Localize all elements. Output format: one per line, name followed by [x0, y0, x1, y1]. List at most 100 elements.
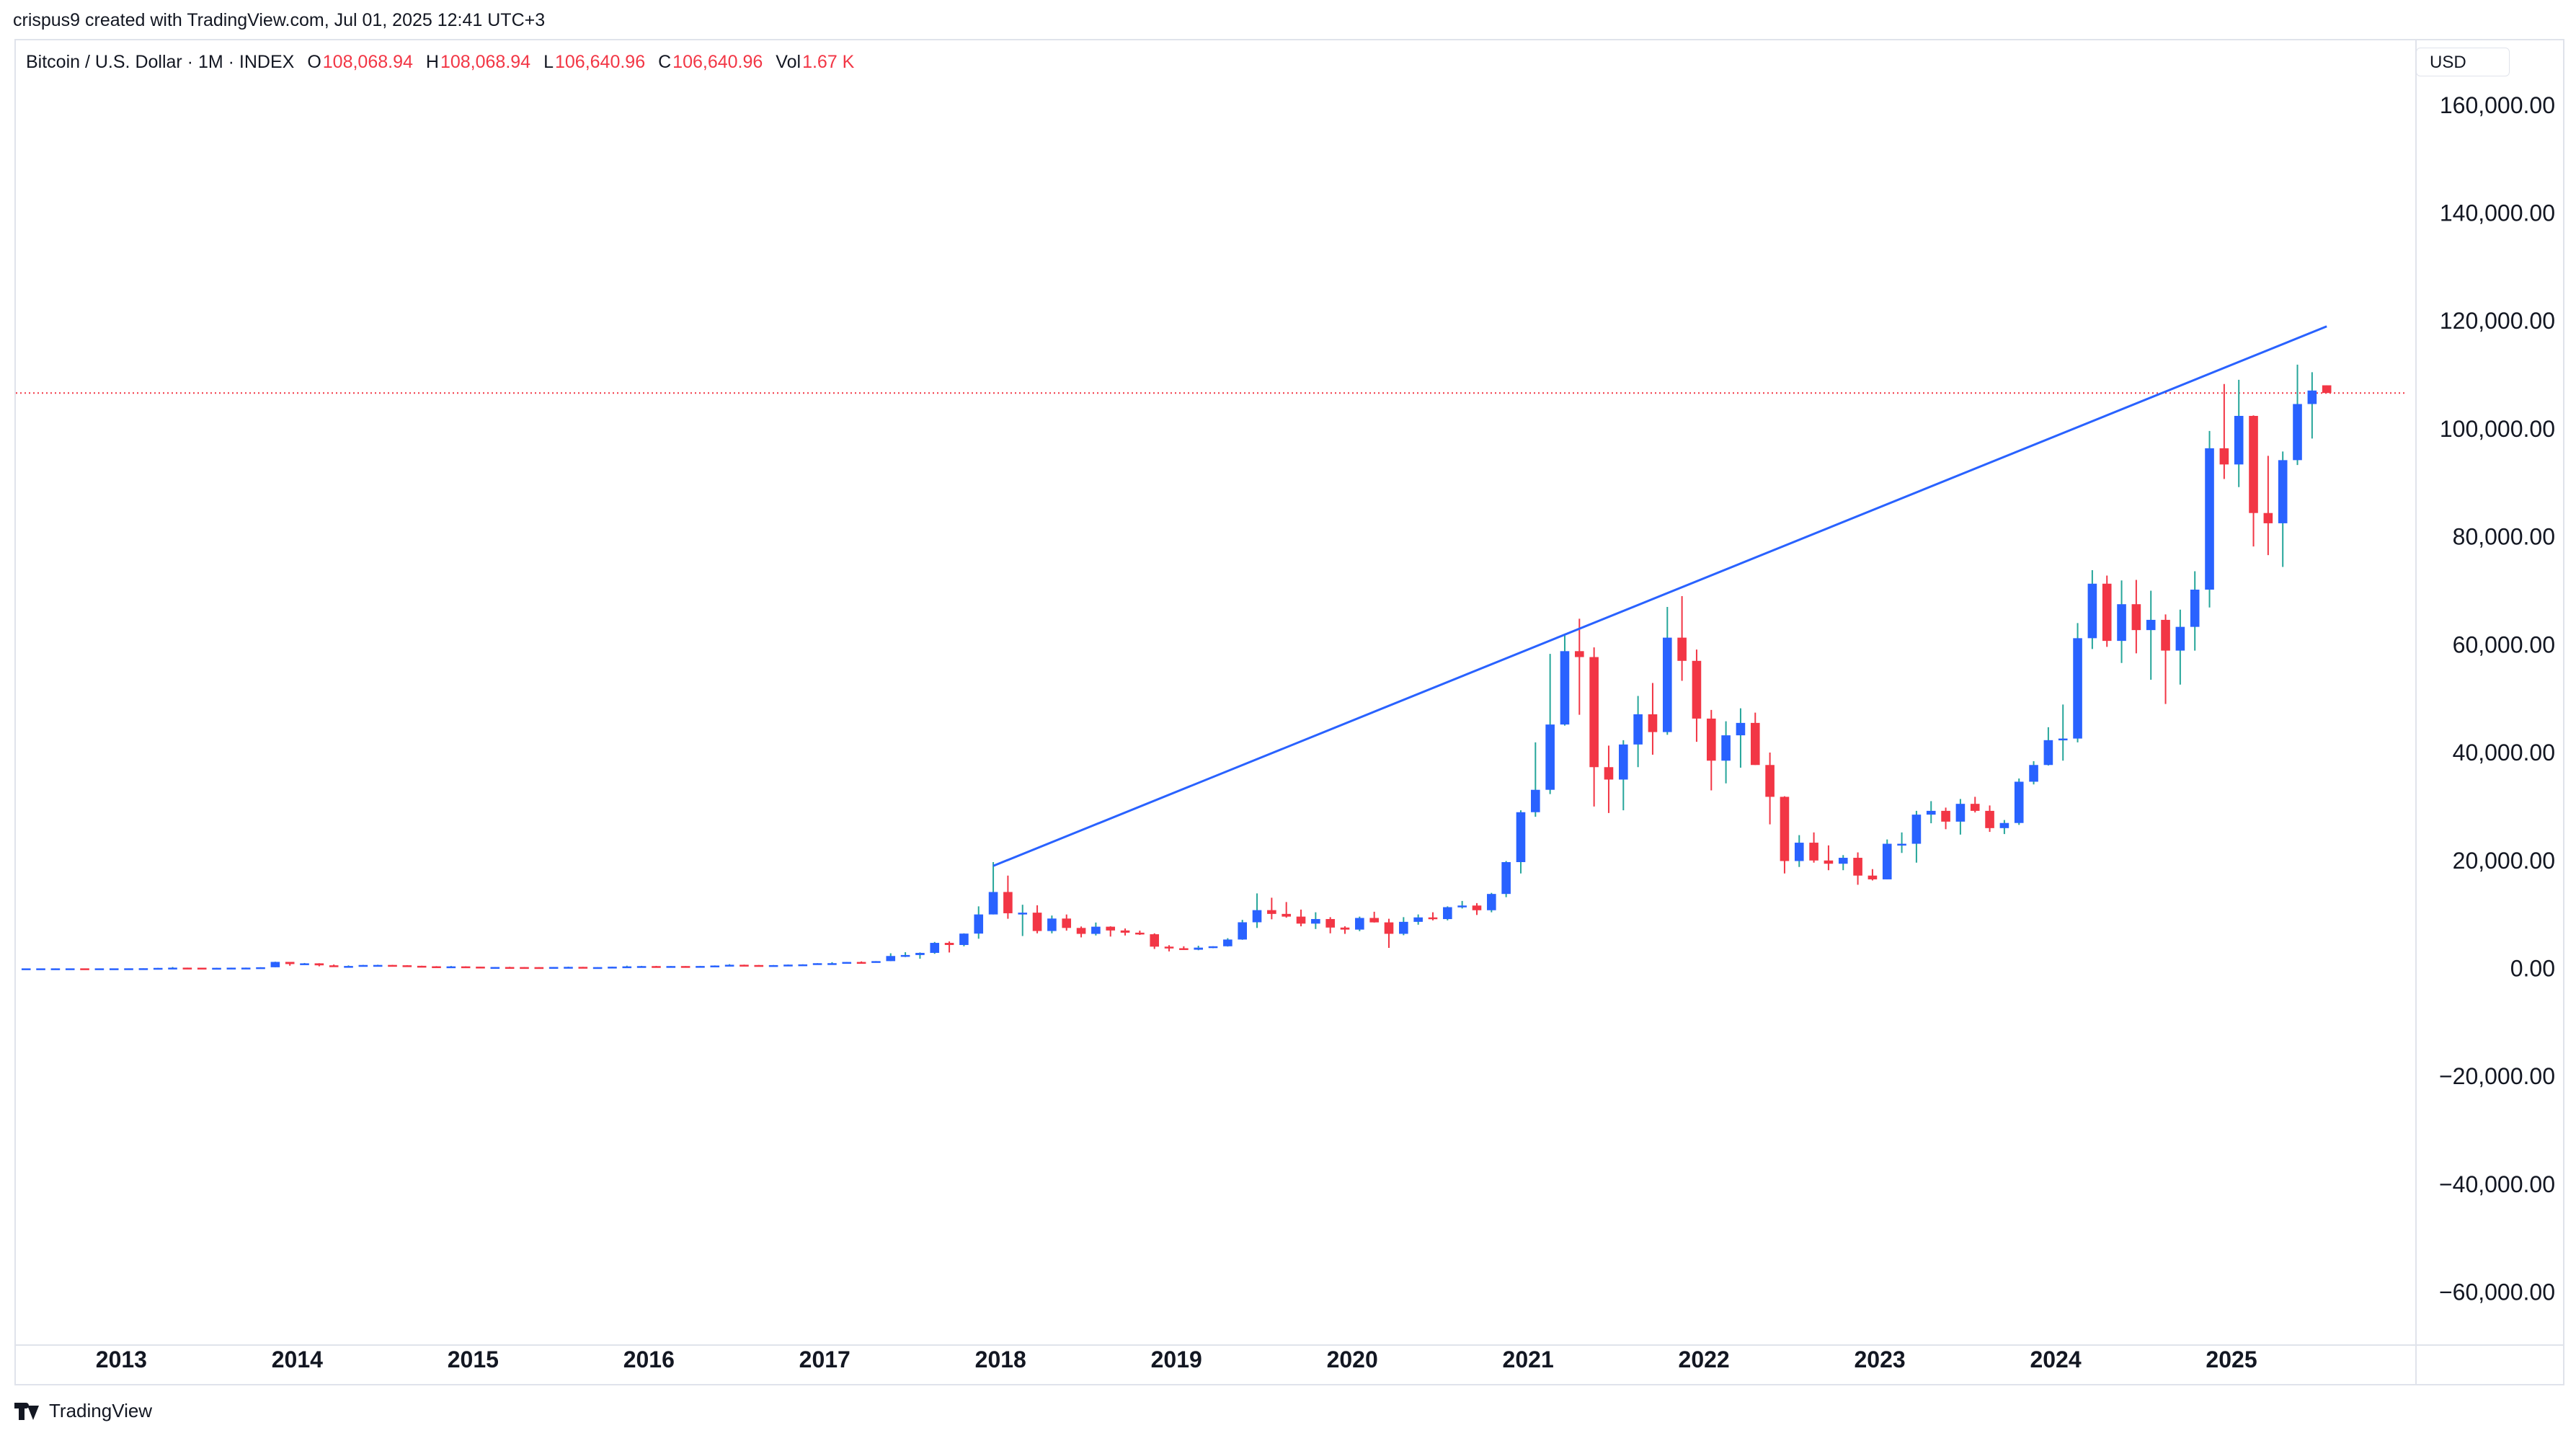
x-tick-label: 2018	[975, 1347, 1026, 1372]
candle-body	[930, 943, 940, 953]
candle-body	[564, 967, 573, 969]
candle-body	[1252, 910, 1262, 923]
candle-body	[1501, 862, 1511, 895]
candle-body	[2322, 385, 2332, 394]
tradingview-logo-icon	[14, 1402, 43, 1420]
candle-body	[300, 963, 309, 965]
candle-body	[461, 966, 471, 969]
candle-body	[2073, 638, 2082, 739]
candle-body	[1897, 843, 1906, 846]
candle-body	[1867, 875, 1878, 879]
candle-body	[534, 967, 544, 970]
candle-body	[1692, 660, 1702, 719]
candle-body	[1955, 804, 1966, 822]
candle-body	[432, 966, 441, 969]
candle-body	[1311, 918, 1320, 924]
tradingview-brand-text: TradingView	[49, 1400, 153, 1421]
candle-body	[1223, 939, 1233, 946]
candle-body	[1238, 922, 1247, 940]
candle-body	[1911, 815, 1922, 844]
candle-body	[1340, 927, 1350, 930]
close-value: 106,640.96	[672, 52, 763, 72]
candle-body	[256, 967, 265, 970]
candle-body	[2293, 404, 2302, 461]
candle-body	[226, 967, 236, 970]
candle-body	[314, 963, 324, 966]
candle-body	[842, 962, 852, 964]
tradingview-logo[interactable]: TradingView	[14, 1400, 152, 1422]
candle-body	[1575, 651, 1584, 657]
y-tick-label: 0.00	[2510, 955, 2555, 981]
chart-frame[interactable]	[14, 39, 2564, 1385]
low-value: 106,640.96	[554, 52, 646, 72]
candle-body	[1560, 651, 1570, 725]
candle-body	[36, 968, 45, 970]
candle-body	[915, 952, 925, 955]
candle-body	[1589, 657, 1599, 768]
candle-body	[1076, 928, 1086, 934]
candle-body	[2102, 583, 2112, 642]
candle-body	[1677, 637, 1687, 661]
x-tick-label: 2014	[272, 1347, 323, 1372]
candle-body	[2087, 583, 2097, 639]
candle-body	[2263, 513, 2273, 523]
y-tick-label: 40,000.00	[2453, 740, 2555, 766]
y-tick-label: 20,000.00	[2453, 848, 2555, 874]
candle-body	[959, 933, 969, 945]
x-tick-label: 2024	[2030, 1347, 2081, 1372]
candle-body	[1369, 918, 1379, 923]
candle-body	[1531, 789, 1540, 812]
candle-body	[1179, 948, 1189, 950]
candle-body	[636, 966, 647, 968]
currency-button[interactable]: USD	[2416, 48, 2510, 76]
candle-body	[1208, 946, 1218, 949]
vol-label: Vol	[776, 52, 801, 72]
x-tick-label: 2020	[1327, 1347, 1378, 1372]
candle-body	[1648, 714, 1658, 732]
candle-body	[548, 967, 559, 969]
candle-body	[1618, 744, 1628, 780]
candle-body	[1487, 894, 1496, 910]
candle-body	[476, 967, 485, 969]
candle-body	[1003, 892, 1013, 913]
candle-body	[270, 962, 280, 967]
x-tick-label: 2013	[96, 1347, 147, 1372]
candle-body	[1545, 724, 1555, 790]
candle-body	[1824, 860, 1834, 864]
candle-body	[710, 965, 720, 967]
candle-body	[1882, 843, 1892, 879]
candle-body	[1164, 946, 1174, 949]
vol-value: 1.67 K	[802, 52, 855, 72]
candle-body	[768, 964, 778, 967]
x-tick-label: 2017	[799, 1347, 850, 1372]
candle-body	[1516, 812, 1526, 863]
candle-body	[153, 967, 163, 970]
candle-body	[1032, 913, 1042, 931]
candle-body	[944, 943, 954, 945]
candle-body	[197, 967, 207, 970]
close-label: C	[658, 52, 672, 72]
x-tick-label: 2025	[2206, 1347, 2257, 1372]
candle-body	[696, 966, 705, 968]
candle-body	[1794, 843, 1804, 861]
candle-body	[1413, 917, 1423, 922]
candle-body	[1604, 767, 1614, 780]
trendline	[992, 325, 2327, 867]
candle-body	[1106, 926, 1116, 931]
candle-body	[578, 967, 588, 969]
candle-body	[1428, 917, 1438, 920]
x-tick-label: 2015	[448, 1347, 499, 1372]
symbol-name[interactable]: Bitcoin / U.S. Dollar · 1M · INDEX	[26, 52, 295, 72]
candle-body	[21, 968, 31, 970]
candle-body	[1325, 918, 1335, 928]
candle-body	[490, 967, 500, 970]
candle-body	[182, 967, 192, 970]
candle-body	[1780, 797, 1790, 861]
candle-body	[2205, 448, 2214, 590]
candle-body	[446, 966, 456, 969]
candle-body	[2146, 619, 2156, 631]
y-tick-label: 60,000.00	[2453, 631, 2555, 657]
candle-body	[1662, 637, 1672, 732]
symbol-legend: Bitcoin / U.S. Dollar · 1M · INDEX O 108,…	[26, 52, 854, 73]
